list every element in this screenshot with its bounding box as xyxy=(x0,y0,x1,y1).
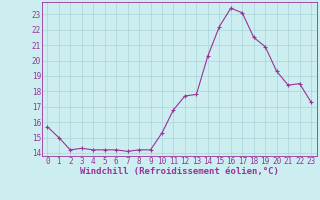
X-axis label: Windchill (Refroidissement éolien,°C): Windchill (Refroidissement éolien,°C) xyxy=(80,167,279,176)
